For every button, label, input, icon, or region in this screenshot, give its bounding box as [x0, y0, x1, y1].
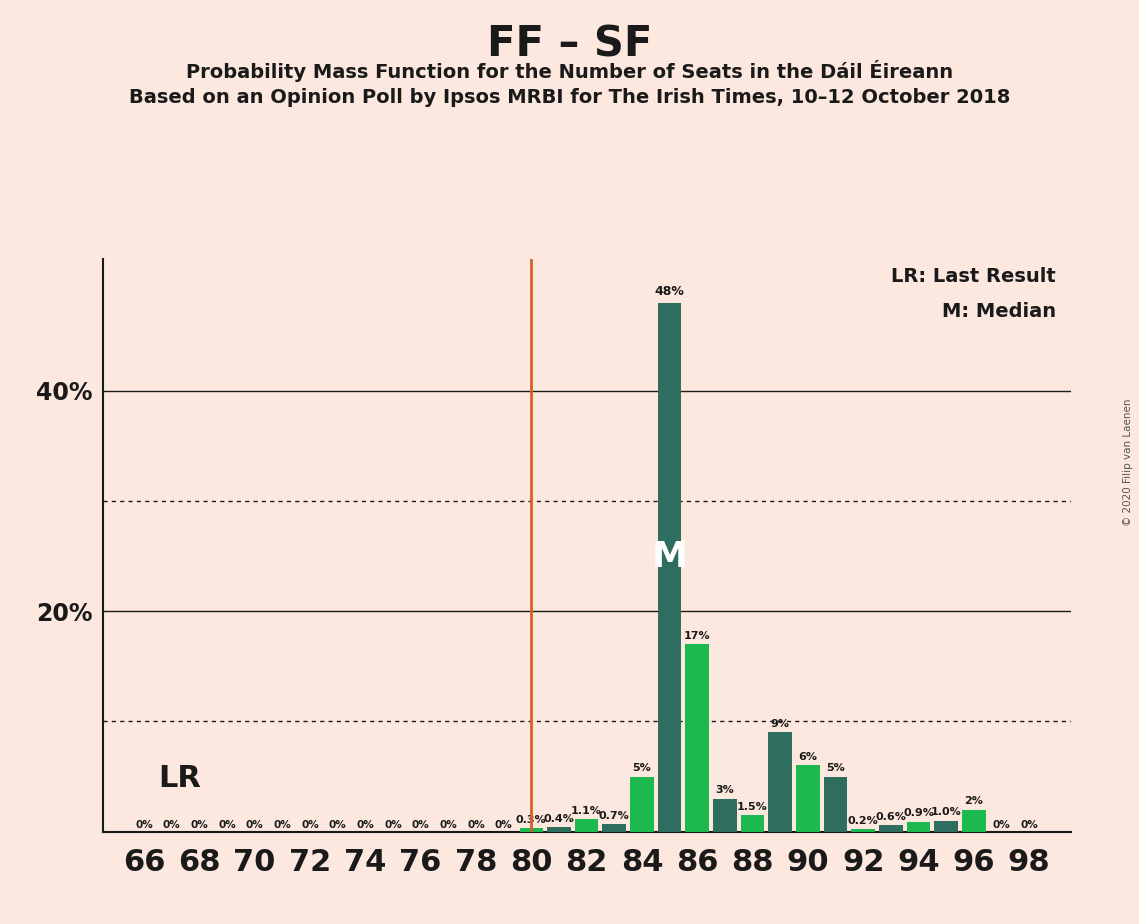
- Bar: [769, 733, 792, 832]
- Text: 0%: 0%: [440, 820, 457, 830]
- Bar: [907, 821, 931, 832]
- Text: 0%: 0%: [992, 820, 1010, 830]
- Text: 0%: 0%: [384, 820, 402, 830]
- Text: 3%: 3%: [715, 785, 735, 796]
- Text: 1.5%: 1.5%: [737, 802, 768, 812]
- Bar: [740, 815, 764, 832]
- Text: 0%: 0%: [163, 820, 181, 830]
- Text: © 2020 Filip van Laenen: © 2020 Filip van Laenen: [1123, 398, 1133, 526]
- Text: 0%: 0%: [190, 820, 208, 830]
- Bar: [686, 644, 708, 832]
- Text: 0%: 0%: [218, 820, 236, 830]
- Text: 0%: 0%: [357, 820, 375, 830]
- Bar: [575, 820, 598, 832]
- Text: 6%: 6%: [798, 752, 818, 762]
- Bar: [519, 828, 543, 832]
- Text: 9%: 9%: [771, 719, 789, 729]
- Text: Probability Mass Function for the Number of Seats in the Dáil Éireann: Probability Mass Function for the Number…: [186, 60, 953, 82]
- Text: 0%: 0%: [329, 820, 346, 830]
- Text: FF – SF: FF – SF: [486, 23, 653, 65]
- Text: 0%: 0%: [411, 820, 429, 830]
- Text: 17%: 17%: [683, 631, 711, 641]
- Bar: [934, 821, 958, 832]
- Text: LR: Last Result: LR: Last Result: [892, 267, 1056, 286]
- Bar: [630, 776, 654, 832]
- Bar: [603, 824, 626, 832]
- Bar: [658, 303, 681, 832]
- Bar: [713, 798, 737, 832]
- Text: 5%: 5%: [826, 763, 845, 773]
- Bar: [823, 776, 847, 832]
- Text: 0%: 0%: [246, 820, 263, 830]
- Bar: [547, 827, 571, 832]
- Text: 0.4%: 0.4%: [543, 814, 574, 824]
- Text: Based on an Opinion Poll by Ipsos MRBI for The Irish Times, 10–12 October 2018: Based on an Opinion Poll by Ipsos MRBI f…: [129, 88, 1010, 107]
- Text: 0%: 0%: [273, 820, 292, 830]
- Text: 1.0%: 1.0%: [931, 808, 961, 817]
- Text: M: M: [652, 540, 688, 574]
- Text: 0%: 0%: [136, 820, 153, 830]
- Text: 48%: 48%: [655, 286, 685, 298]
- Bar: [852, 830, 875, 832]
- Text: 1.1%: 1.1%: [571, 806, 603, 816]
- Text: 0.3%: 0.3%: [516, 815, 547, 825]
- Text: 0.2%: 0.2%: [847, 816, 878, 826]
- Bar: [962, 809, 985, 832]
- Text: 0.7%: 0.7%: [599, 810, 630, 821]
- Text: LR: LR: [158, 764, 200, 793]
- Text: M: Median: M: Median: [942, 301, 1056, 321]
- Text: 0.9%: 0.9%: [903, 808, 934, 819]
- Bar: [879, 825, 902, 832]
- Text: 0.6%: 0.6%: [876, 811, 907, 821]
- Text: 0%: 0%: [467, 820, 485, 830]
- Text: 2%: 2%: [965, 796, 983, 807]
- Text: 0%: 0%: [494, 820, 513, 830]
- Bar: [796, 765, 820, 832]
- Text: 0%: 0%: [1021, 820, 1038, 830]
- Text: 0%: 0%: [301, 820, 319, 830]
- Text: 5%: 5%: [632, 763, 652, 773]
